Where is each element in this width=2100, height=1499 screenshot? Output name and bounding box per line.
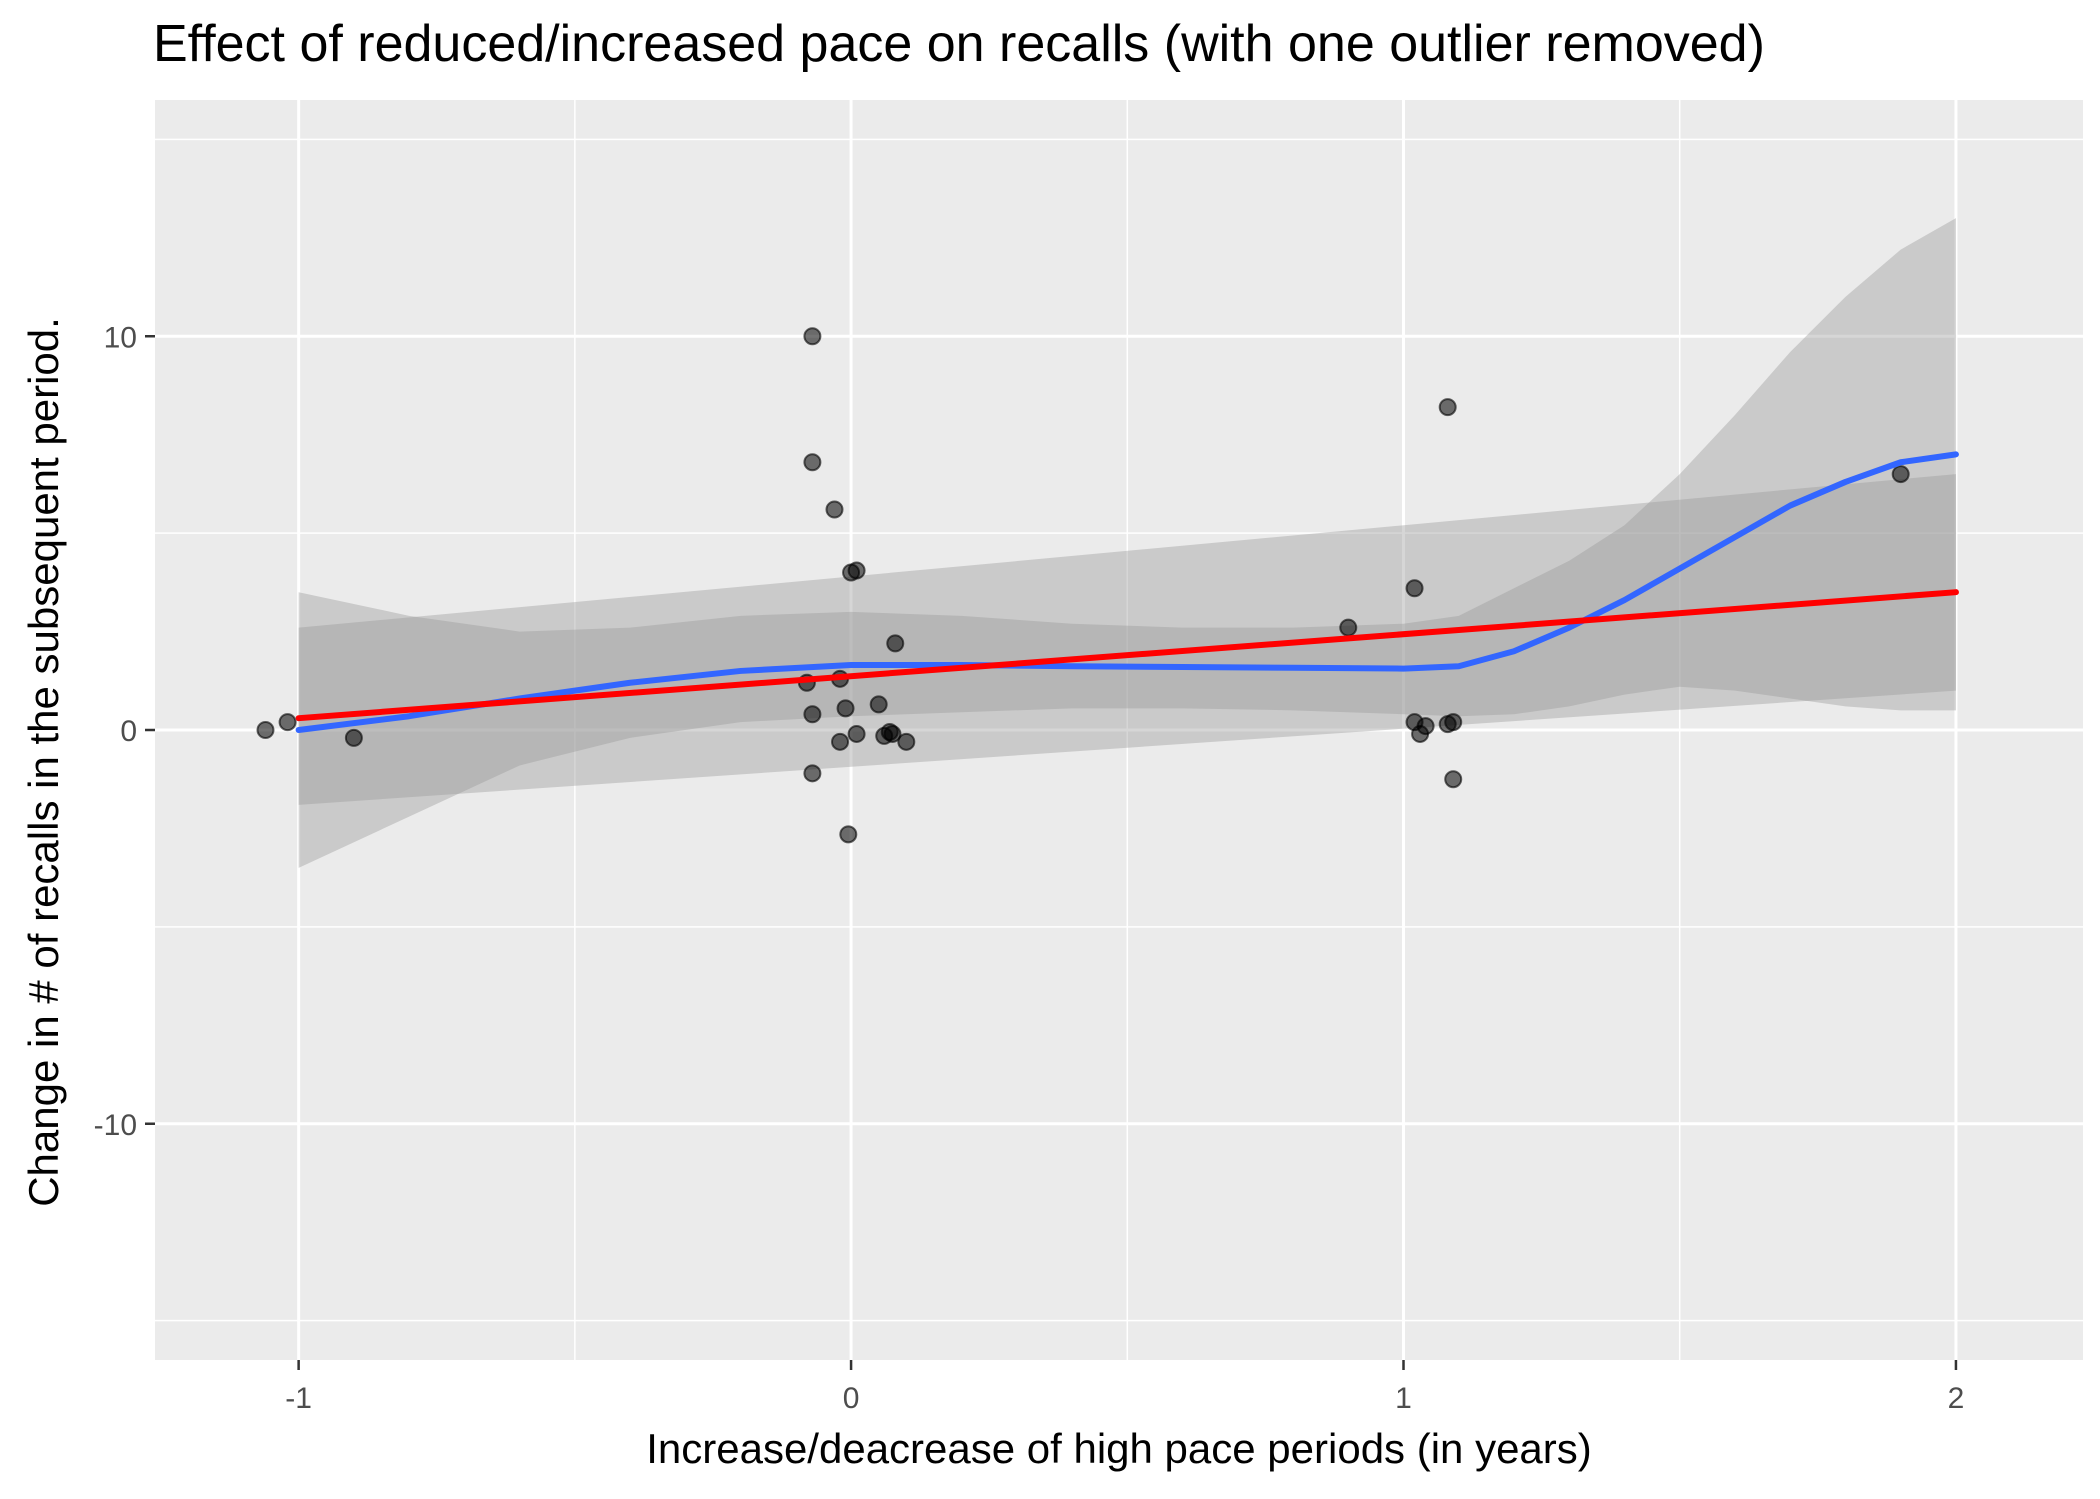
- data-point: [1339, 618, 1358, 637]
- data-point: [831, 732, 850, 751]
- x-axis-label: Increase/deacrease of high pace periods …: [646, 1425, 1592, 1472]
- data-point: [256, 721, 275, 739]
- data-point: [836, 699, 855, 718]
- x-tick-label: 1: [1395, 1382, 1412, 1415]
- data-point: [1444, 713, 1463, 732]
- data-point: [1891, 465, 1910, 484]
- data-point: [883, 724, 902, 743]
- data-point: [886, 634, 905, 653]
- data-point: [825, 500, 844, 519]
- data-points: [256, 327, 1910, 844]
- y-axis-label: Change in # of recalls in the subsequent…: [20, 317, 67, 1207]
- linear-confidence-band: [298, 474, 1956, 805]
- x-tick-label: 2: [1948, 1382, 1965, 1415]
- data-point: [847, 724, 866, 743]
- data-point: [803, 705, 822, 724]
- y-tick-label: 10: [104, 321, 137, 354]
- fit-lines: [295, 451, 1959, 733]
- linear-fit-line: [295, 589, 1959, 722]
- data-point: [803, 453, 822, 472]
- data-point: [803, 327, 822, 346]
- y-axis: -10 0 10: [94, 321, 155, 1142]
- data-point: [839, 825, 858, 844]
- data-point: [1444, 770, 1463, 789]
- data-point: [897, 732, 916, 751]
- x-tick-label: -1: [285, 1382, 312, 1415]
- data-point: [344, 728, 363, 747]
- x-tick-label: 0: [843, 1382, 860, 1415]
- data-point: [869, 695, 888, 714]
- data-point: [1438, 398, 1457, 417]
- loess-confidence-band: [298, 218, 1956, 868]
- data-point: [278, 713, 297, 732]
- data-point: [1411, 724, 1430, 743]
- data-point: [803, 764, 822, 783]
- y-tick-label: 0: [120, 715, 137, 748]
- data-point: [847, 561, 866, 580]
- loess-fit-line: [295, 451, 1959, 733]
- y-tick-label: -10: [94, 1109, 137, 1142]
- chart-title: Effect of reduced/increased pace on reca…: [153, 15, 1765, 73]
- data-point: [1405, 579, 1424, 598]
- confidence-bands: [298, 218, 1956, 868]
- x-axis: -1 0 1 2: [285, 1360, 1964, 1415]
